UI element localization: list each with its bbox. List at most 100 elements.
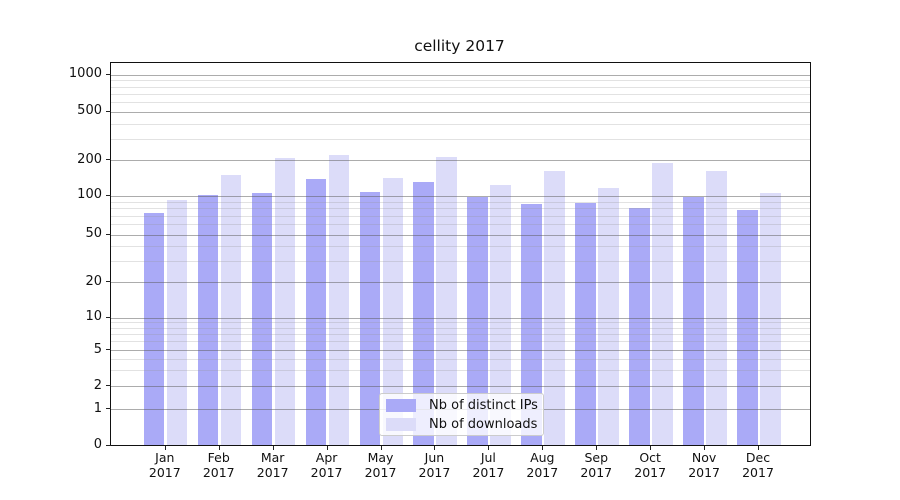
minor-gridline — [111, 246, 810, 248]
bar-downloads-feb — [220, 175, 242, 446]
major-gridline — [111, 111, 810, 113]
minor-gridline — [111, 123, 810, 125]
minor-gridline — [111, 358, 810, 360]
minor-gridline — [111, 224, 810, 226]
minor-gridline — [111, 93, 810, 95]
bar-downloads-oct — [652, 162, 673, 446]
x-tick-mark — [326, 445, 328, 450]
minor-gridline — [111, 370, 810, 372]
minor-gridline — [111, 260, 810, 262]
minor-gridline — [111, 208, 810, 210]
legend: Nb of distinct IPs Nb of downloads — [379, 393, 544, 436]
legend-swatch-downloads — [386, 417, 416, 431]
minor-gridline — [111, 341, 810, 343]
y-tick-label: 20 — [85, 273, 102, 289]
chart-title: cellity 2017 — [414, 37, 505, 55]
bar-ips-may — [359, 192, 381, 446]
bar-ips-mar — [251, 192, 273, 446]
minor-gridline — [111, 80, 810, 82]
bar-downloads-dec — [760, 193, 781, 446]
x-tick-mark — [218, 445, 220, 450]
bar-ips-feb — [197, 195, 219, 446]
x-tick-mark — [272, 445, 274, 450]
major-gridline — [111, 195, 810, 197]
y-tick-mark — [105, 281, 111, 282]
x-tick-mark — [704, 445, 706, 450]
bar-downloads-jun — [436, 157, 457, 446]
legend-swatch-distinct-ips — [386, 398, 416, 412]
x-tick-label-apr: Apr 2017 — [310, 449, 343, 481]
y-tick-label: 1 — [93, 400, 102, 416]
y-tick-label: 1000 — [68, 66, 102, 82]
y-tick-mark — [105, 159, 111, 161]
y-tick-mark — [105, 385, 111, 386]
x-tick-label-jun: Jun 2017 — [418, 449, 451, 481]
x-tick-label-jul: Jul 2017 — [472, 449, 505, 481]
y-tick-mark — [105, 349, 111, 350]
bar-downloads-sep — [598, 188, 619, 446]
minor-gridline — [111, 201, 810, 203]
x-tick-label-mar: Mar 2017 — [256, 449, 289, 481]
x-tick-label-aug: Aug 2017 — [526, 449, 559, 481]
y-tick-mark — [105, 194, 111, 196]
y-tick-label: 500 — [77, 103, 102, 119]
bar-ips-apr — [305, 178, 327, 446]
bar-downloads-apr — [328, 155, 350, 446]
y-tick-label: 0 — [93, 437, 102, 452]
minor-gridline — [111, 215, 810, 217]
legend-item-downloads: Nb of downloads — [386, 416, 538, 432]
bar-ips-aug — [521, 204, 542, 446]
legend-label-distinct-ips: Nb of distinct IPs — [429, 397, 538, 413]
y-tick-mark — [105, 73, 111, 75]
bar-downloads-may — [382, 177, 404, 446]
x-tick-mark — [650, 445, 652, 450]
minor-gridline — [111, 101, 810, 103]
x-tick-label-jan: Jan 2017 — [148, 449, 181, 481]
x-tick-mark — [488, 445, 490, 450]
major-gridline — [111, 160, 810, 162]
y-tick-mark — [105, 110, 111, 112]
bar-downloads-jan — [166, 199, 188, 446]
bar-downloads-jul — [490, 185, 511, 446]
bar-downloads-aug — [544, 170, 565, 446]
x-tick-label-feb: Feb 2017 — [202, 449, 235, 481]
y-tick-label: 100 — [77, 187, 102, 203]
major-gridline — [111, 74, 810, 76]
major-gridline — [111, 234, 810, 236]
x-tick-label-may: May 2017 — [364, 449, 397, 481]
x-tick-mark — [164, 445, 166, 450]
y-tick-label: 10 — [85, 309, 102, 324]
x-tick-mark — [758, 445, 760, 450]
legend-item-distinct-ips: Nb of distinct IPs — [386, 397, 538, 413]
x-tick-label-oct: Oct 2017 — [634, 449, 667, 481]
minor-gridline — [111, 86, 810, 88]
y-tick-mark — [105, 233, 111, 235]
minor-gridline — [111, 327, 810, 329]
major-gridline — [111, 317, 810, 319]
x-tick-mark — [434, 445, 436, 450]
y-tick-label: 2 — [93, 377, 102, 393]
x-tick-mark — [542, 445, 544, 450]
major-gridline — [111, 282, 810, 283]
bar-ips-sep — [575, 202, 596, 446]
major-gridline — [111, 386, 810, 387]
plot-area — [110, 62, 811, 446]
bar-ips-jul — [467, 196, 488, 446]
x-tick-label-nov: Nov 2017 — [688, 449, 720, 481]
y-tick-label: 200 — [77, 151, 102, 167]
bar-ips-nov — [683, 196, 704, 446]
x-tick-label-sep: Sep 2017 — [580, 449, 613, 481]
y-tick-label: 5 — [93, 341, 102, 357]
bar-downloads-mar — [274, 157, 296, 446]
x-tick-label-dec: Dec 2017 — [742, 449, 774, 481]
legend-label-downloads: Nb of downloads — [429, 416, 538, 432]
x-tick-mark — [596, 445, 598, 450]
bar-ips-jun — [413, 181, 434, 446]
minor-gridline — [111, 322, 810, 324]
major-gridline — [111, 350, 810, 351]
minor-gridline — [111, 138, 810, 140]
y-tick-mark — [105, 316, 111, 318]
bar-ips-jan — [143, 212, 165, 446]
y-tick-mark — [105, 444, 111, 446]
